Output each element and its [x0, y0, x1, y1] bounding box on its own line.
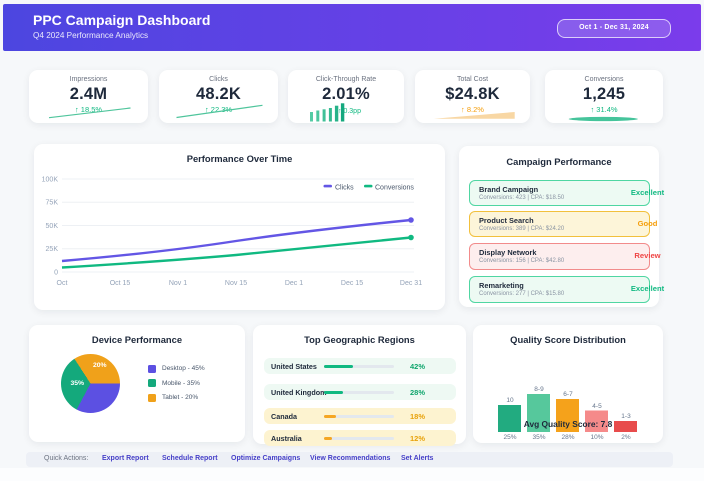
svg-text:Dec 31: Dec 31 [400, 280, 422, 287]
svg-text:Nov 15: Nov 15 [225, 280, 247, 287]
svg-text:Clicks: Clicks [335, 184, 354, 191]
svg-text:35%: 35% [532, 434, 545, 441]
svg-text:Oct: Oct [57, 280, 68, 287]
svg-text:2%: 2% [621, 434, 631, 441]
svg-text:Nov 1: Nov 1 [169, 280, 187, 287]
svg-text:75K: 75K [46, 200, 59, 207]
svg-text:10: 10 [506, 397, 514, 404]
svg-text:50K: 50K [46, 223, 59, 230]
svg-text:Conversions: Conversions [375, 184, 414, 191]
svg-text:4-5: 4-5 [592, 403, 602, 410]
svg-text:Dec 1: Dec 1 [285, 280, 303, 287]
svg-text:6-7: 6-7 [563, 391, 573, 398]
svg-text:1-3: 1-3 [621, 413, 631, 420]
svg-text:25%: 25% [503, 434, 516, 441]
svg-text:10%: 10% [590, 434, 603, 441]
svg-text:8-9: 8-9 [534, 386, 544, 393]
svg-text:28%: 28% [561, 434, 574, 441]
svg-text:Avg Quality Score: 7.8: Avg Quality Score: 7.8 [524, 419, 613, 429]
svg-text:Oct 15: Oct 15 [110, 280, 131, 287]
svg-text:25K: 25K [46, 246, 59, 253]
svg-text:100K: 100K [42, 177, 59, 184]
svg-text:Dec 15: Dec 15 [341, 280, 363, 287]
svg-text:0: 0 [54, 270, 58, 277]
